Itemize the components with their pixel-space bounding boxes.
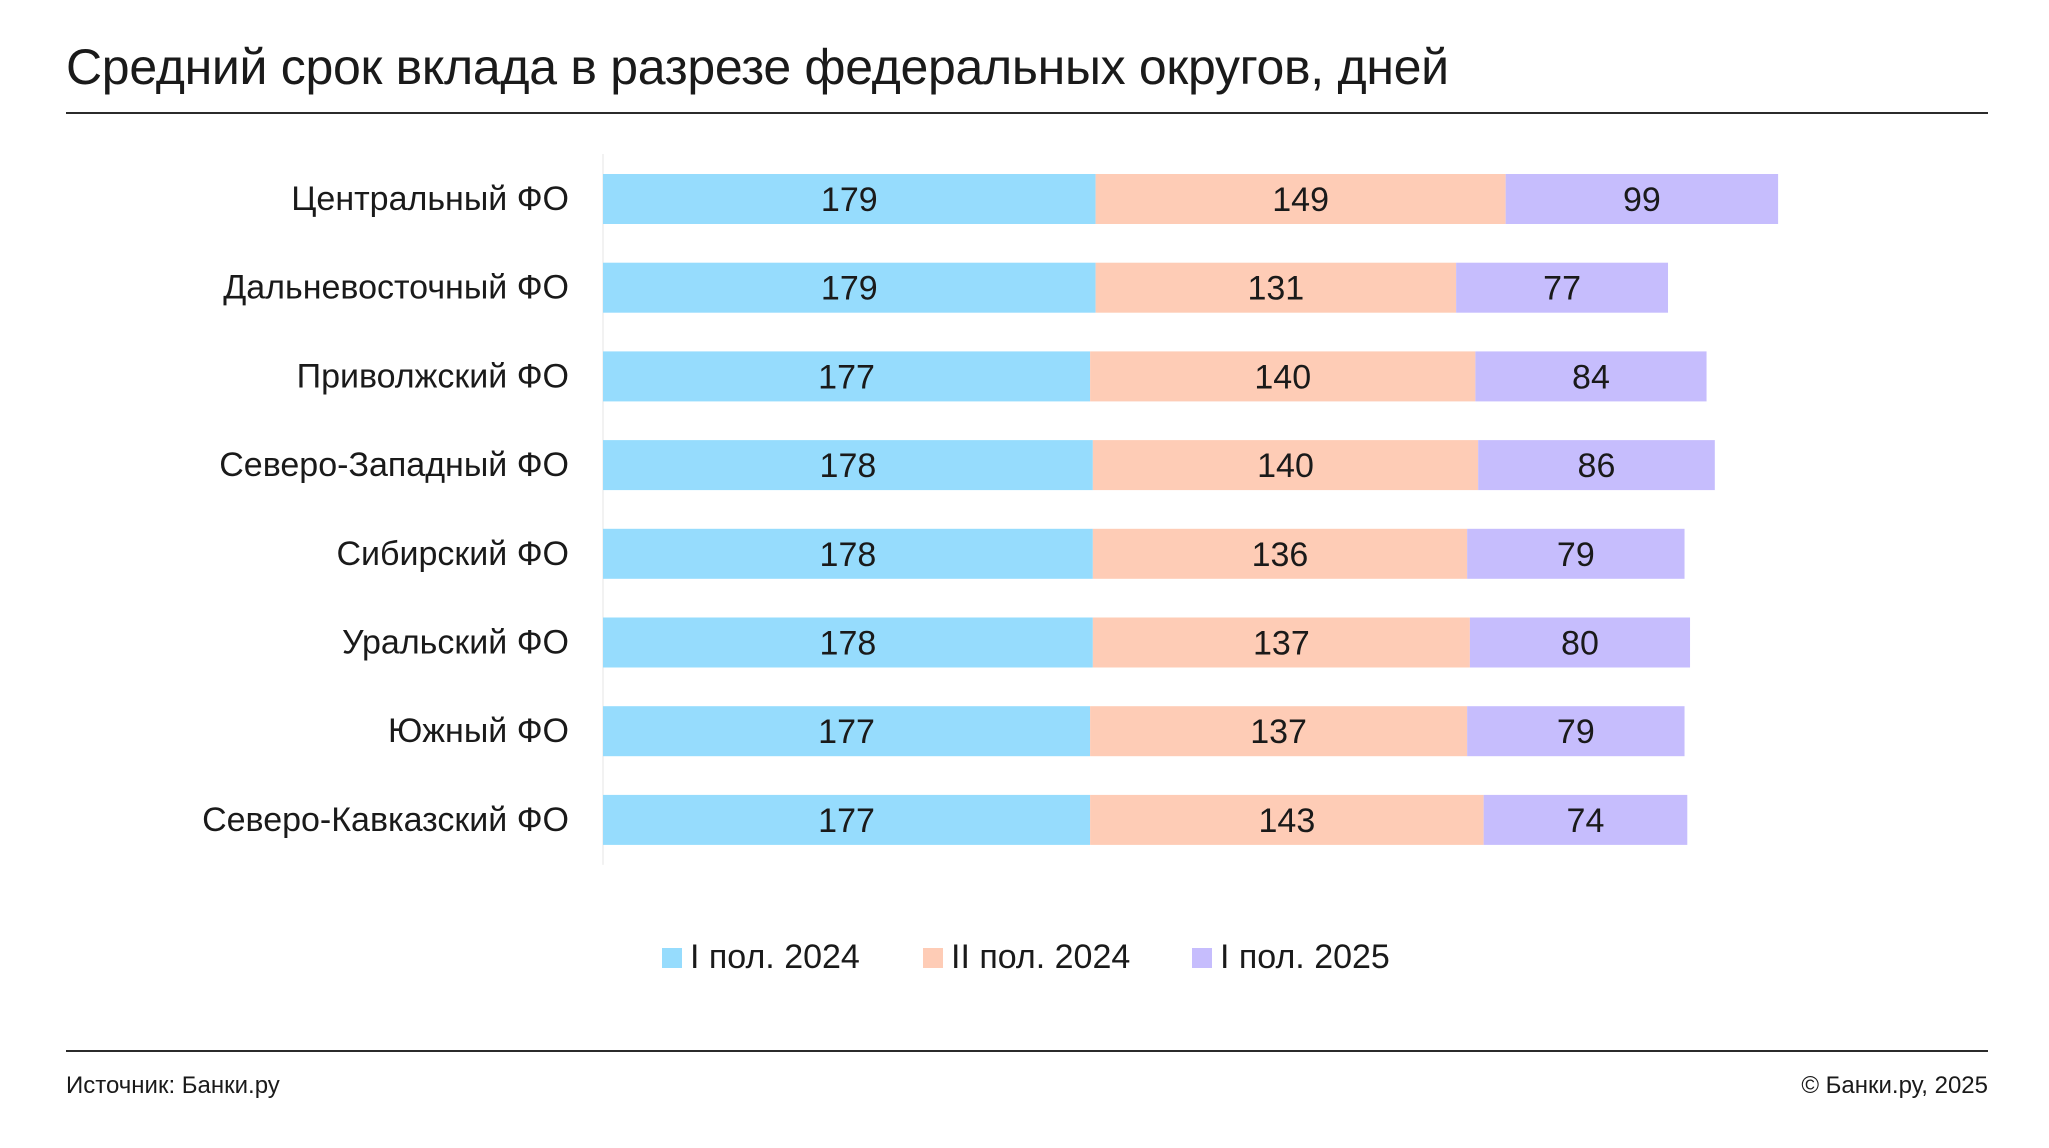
bar-segment <box>603 617 1093 668</box>
data-label: 79 <box>1557 536 1595 574</box>
data-label: 131 <box>1247 270 1304 308</box>
bar-segment <box>1092 528 1468 579</box>
bar-segment <box>1483 794 1688 845</box>
category-label: Северо-Западный ФО <box>219 446 569 484</box>
data-label: 143 <box>1259 802 1316 840</box>
data-label: 140 <box>1254 358 1311 396</box>
data-label: 177 <box>818 713 875 751</box>
data-label: 149 <box>1272 181 1329 219</box>
legend-swatch <box>1192 948 1212 968</box>
bar-segment <box>1092 440 1479 491</box>
bar-segment <box>603 794 1091 845</box>
source-note: Источник: Банки.ру <box>66 1072 280 1099</box>
bar-segment <box>603 262 1096 313</box>
data-label: 178 <box>820 625 877 663</box>
bar-segment <box>1505 174 1779 224</box>
bar-segment <box>1456 262 1669 313</box>
legend-label: I пол. 2025 <box>1220 938 1390 976</box>
category-label: Северо-Кавказский ФО <box>202 801 569 839</box>
bar-segment <box>1095 174 1506 224</box>
data-label: 136 <box>1252 536 1309 574</box>
bar-segment <box>1095 262 1457 313</box>
bar-segment <box>603 174 1096 224</box>
data-label: 99 <box>1623 181 1661 219</box>
category-label: Центральный ФО <box>291 180 569 218</box>
bar-segment <box>1467 528 1685 579</box>
data-label: 179 <box>821 270 878 308</box>
data-label: 178 <box>820 447 877 485</box>
category-label: Приволжский ФО <box>297 357 569 395</box>
data-label: 140 <box>1257 447 1314 485</box>
bar-segment <box>1467 706 1685 757</box>
data-label: 79 <box>1557 713 1595 751</box>
bar-segment <box>1478 440 1715 491</box>
bar-segment <box>603 528 1093 579</box>
data-label: 84 <box>1572 358 1610 396</box>
data-label: 137 <box>1250 713 1307 751</box>
bar-segment <box>1469 617 1691 668</box>
bar-segment <box>1090 351 1476 402</box>
legend-swatch <box>923 948 943 968</box>
legend-swatch <box>662 948 682 968</box>
data-label: 77 <box>1543 270 1581 308</box>
bar-segment <box>1475 351 1707 402</box>
category-label: Дальневосточный ФО <box>223 269 569 307</box>
category-label: Южный ФО <box>388 712 569 750</box>
data-label: 177 <box>818 358 875 396</box>
data-label: 137 <box>1253 625 1310 663</box>
bar-segment <box>603 440 1093 491</box>
data-label: 177 <box>818 802 875 840</box>
copyright-note: © Банки.ру, 2025 <box>1801 1072 1988 1099</box>
data-label: 86 <box>1578 447 1616 485</box>
category-label: Сибирский ФО <box>336 535 569 573</box>
category-label: Уральский ФО <box>342 624 569 662</box>
title-divider <box>66 112 1988 114</box>
data-label: 179 <box>821 181 878 219</box>
bar-segment <box>1090 794 1484 845</box>
legend-label: I пол. 2024 <box>690 938 860 976</box>
bar-segment <box>603 351 1091 402</box>
footer-divider <box>66 1050 1988 1052</box>
chart-title: Средний срок вклада в разрезе федеральны… <box>66 39 1449 95</box>
bar-segment <box>1090 706 1468 757</box>
stacked-bar-chart: Центральный ФО 179 149 99 Дальневосточный ФО… <box>202 154 1779 976</box>
legend-label: II пол. 2024 <box>951 938 1130 976</box>
data-label: 178 <box>820 536 877 574</box>
data-label: 80 <box>1561 625 1599 663</box>
bar-segment <box>1092 617 1470 668</box>
bar-segment <box>603 706 1091 757</box>
data-label: 74 <box>1567 802 1605 840</box>
